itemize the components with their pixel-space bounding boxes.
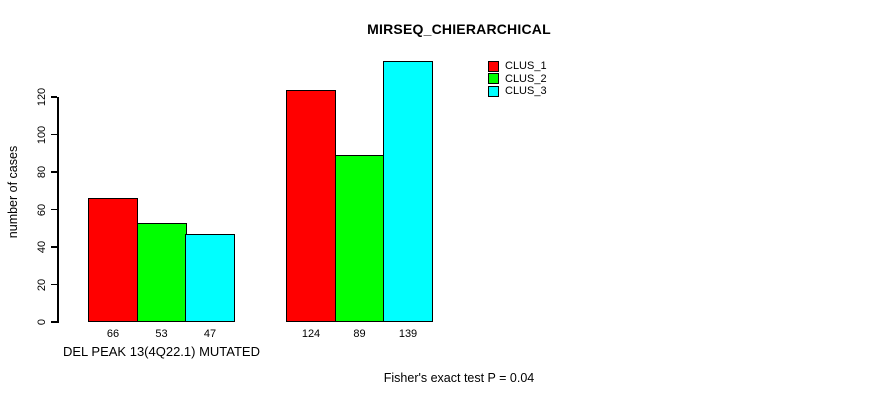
legend-label: CLUS_3 bbox=[505, 85, 547, 98]
y-axis-tick bbox=[51, 96, 57, 98]
legend-label: CLUS_2 bbox=[505, 72, 547, 85]
bar-value-label: 47 bbox=[203, 328, 217, 340]
legend-swatch-clus_1 bbox=[488, 60, 499, 72]
y-axis-tick-label: 100 bbox=[36, 125, 48, 144]
y-axis-tick-label: 60 bbox=[36, 203, 48, 216]
bar-value-label: 124 bbox=[301, 328, 321, 340]
legend: CLUS_1 CLUS_2 CLUS_3 bbox=[488, 60, 547, 98]
legend-label: CLUS_1 bbox=[505, 60, 547, 73]
y-axis-tick-label: 40 bbox=[36, 240, 48, 254]
annotation-fisher-test: Fisher's exact test P = 0.04 bbox=[383, 371, 535, 385]
bar-clus_3-group1 bbox=[185, 233, 235, 322]
y-axis-tick-label: 120 bbox=[36, 87, 48, 107]
bar-value-label: 139 bbox=[398, 328, 418, 340]
category-label: DEL PEAK 13(4Q22.1) MUTATED bbox=[63, 344, 260, 359]
bar-clus_3-group2 bbox=[383, 61, 433, 322]
y-axis-tick-label: 80 bbox=[36, 165, 48, 179]
y-axis-tick bbox=[51, 246, 57, 248]
y-axis-tick bbox=[51, 171, 57, 173]
bar-clus_1-group2 bbox=[286, 89, 336, 322]
y-axis-line bbox=[57, 97, 59, 323]
bar-value-label: 89 bbox=[353, 328, 366, 340]
legend-item-clus_1: CLUS_1 bbox=[488, 60, 547, 73]
chart-title: MIRSEQ_CHIERARCHICAL bbox=[367, 21, 551, 37]
bar-value-label: 53 bbox=[155, 328, 168, 340]
y-axis-tick bbox=[51, 208, 57, 211]
y-axis-tick bbox=[51, 321, 57, 323]
bar-clus_1-group1 bbox=[88, 198, 138, 322]
y-axis-tick bbox=[51, 283, 57, 286]
legend-swatch-clus_2 bbox=[488, 73, 499, 85]
bar-clus_2-group1 bbox=[136, 222, 187, 322]
legend-item-clus_2: CLUS_2 bbox=[488, 73, 547, 86]
y-axis-tick-label: 20 bbox=[36, 278, 48, 291]
y-axis-title: number of cases bbox=[6, 145, 20, 239]
y-axis-tick bbox=[51, 133, 57, 136]
legend-swatch-clus_3 bbox=[488, 85, 499, 97]
bar-clus_2-group2 bbox=[334, 155, 385, 322]
legend-item-clus_3: CLUS_3 bbox=[488, 85, 547, 98]
y-axis-tick-label: 0 bbox=[36, 318, 48, 326]
bar-value-label: 66 bbox=[106, 328, 120, 340]
